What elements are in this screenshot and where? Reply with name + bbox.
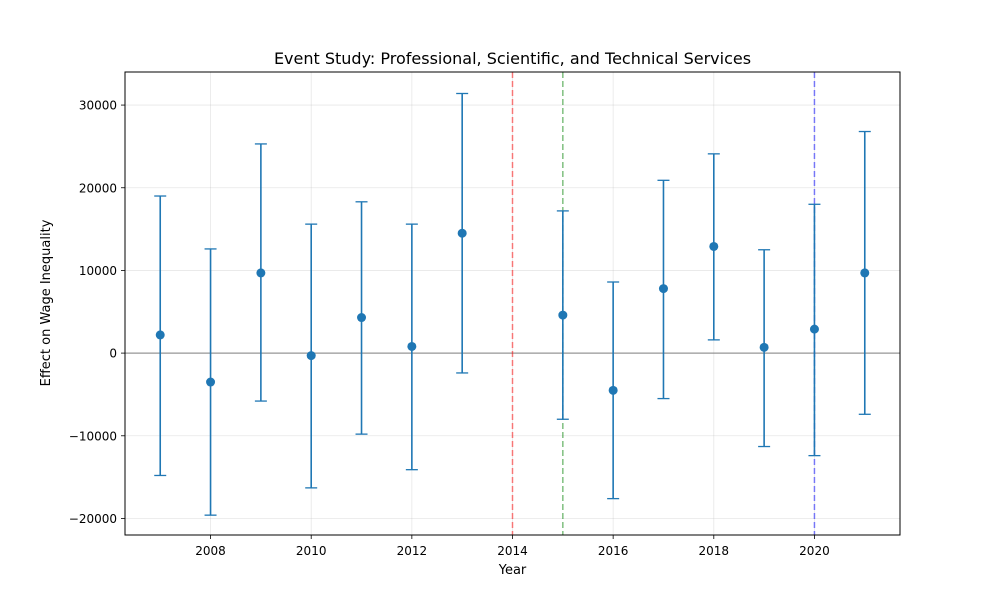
data-point (256, 268, 266, 278)
reference-lines (125, 72, 900, 535)
error-bar-2021 (858, 130, 871, 415)
error-bar-2018 (707, 153, 720, 341)
x-tick-label: 2010 (296, 544, 327, 558)
data-point (306, 351, 316, 361)
error-bar-2007 (154, 195, 167, 477)
x-axis-ticks: 2008 2010 2012 2014 2016 2018 2020 (195, 535, 830, 558)
error-bar-series (154, 92, 871, 516)
error-bar-2009 (254, 143, 267, 402)
error-bar-2012 (405, 223, 418, 471)
error-bar-2016 (607, 281, 620, 500)
y-tick-label: 30000 (79, 99, 117, 113)
data-point (155, 330, 165, 340)
error-bar-2015 (556, 210, 569, 420)
error-bar-2011 (355, 201, 368, 435)
x-tick-label: 2018 (699, 544, 730, 558)
data-point (809, 324, 819, 334)
x-tick-label: 2020 (799, 544, 830, 558)
chart-title: Event Study: Professional, Scientific, a… (274, 49, 751, 68)
x-tick-label: 2008 (195, 544, 226, 558)
y-tick-label: 0 (109, 347, 117, 361)
y-tick-label: 10000 (79, 264, 117, 278)
error-bar-2010 (305, 223, 318, 489)
x-tick-label: 2012 (397, 544, 428, 558)
x-axis-label: Year (498, 563, 527, 578)
y-tick-label: 20000 (79, 181, 117, 195)
error-bar-2008 (204, 248, 217, 516)
data-point (759, 342, 769, 352)
error-bar-2013 (456, 92, 469, 374)
x-tick-label: 2014 (497, 544, 528, 558)
data-point (357, 313, 367, 323)
data-point (206, 377, 216, 387)
data-point (457, 228, 467, 238)
data-point (558, 310, 568, 320)
y-axis-label: Effect on Wage Inequality (39, 219, 54, 386)
data-point (407, 341, 417, 351)
error-bar-2017 (657, 179, 670, 400)
y-tick-label: −10000 (69, 429, 117, 443)
error-bar-2019 (758, 249, 771, 448)
data-point (860, 268, 870, 278)
y-tick-label: −20000 (69, 512, 117, 526)
error-bar-2020 (808, 203, 821, 457)
x-tick-label: 2016 (598, 544, 629, 558)
data-point (658, 284, 668, 294)
y-axis-ticks: −20000 −10000 0 10000 20000 30000 (69, 99, 125, 526)
data-point (608, 385, 618, 395)
data-point (709, 241, 719, 251)
